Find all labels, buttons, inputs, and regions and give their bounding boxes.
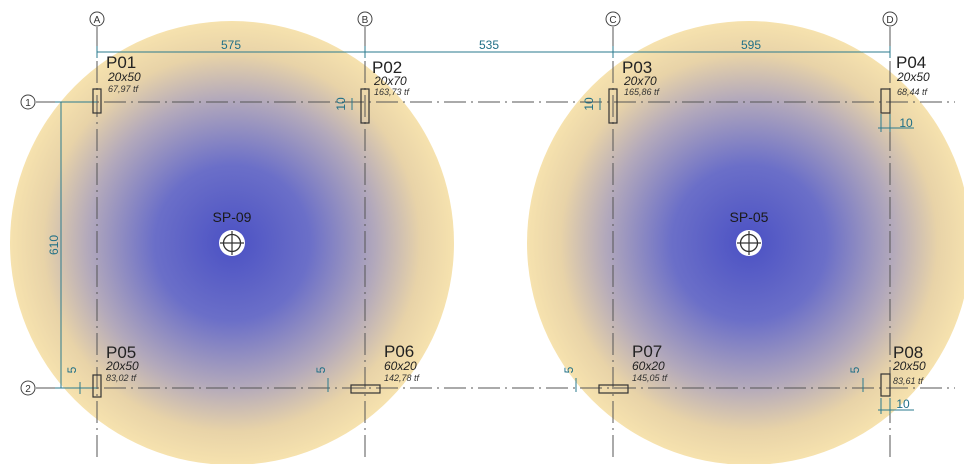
column-p01-load: 67,97 tf — [108, 84, 140, 94]
axis-bubble-2: 2 — [20, 380, 36, 396]
axis-label-a: A — [94, 15, 101, 26]
column-p06[interactable]: P06 60x20 142,78 tf — [384, 342, 421, 383]
axis-label-b: B — [362, 15, 369, 26]
offset-p07: 5 — [562, 366, 577, 392]
offset-p04-value: 10 — [899, 116, 913, 130]
column-p01-name: P01 — [106, 53, 136, 72]
axis-bubble-1: 1 — [20, 94, 36, 110]
column-p07[interactable]: P07 60x20 145,05 tf — [632, 342, 669, 383]
span-1-2: 610 — [47, 235, 61, 255]
column-p04-name: P04 — [896, 53, 926, 72]
axis-label-c: C — [609, 15, 616, 26]
offset-p07-value: 5 — [562, 366, 576, 373]
axis-bubble-a: A — [89, 11, 105, 27]
span-b-c: 535 — [479, 38, 499, 52]
span-a-b: 575 — [221, 38, 241, 52]
crosshair-icon — [219, 230, 245, 256]
column-p03-load: 165,86 tf — [624, 87, 661, 97]
offset-p02-value: 10 — [334, 97, 348, 111]
column-p01[interactable]: P01 20x50 67,97 tf — [106, 53, 141, 94]
offset-p05-value: 5 — [65, 366, 79, 373]
column-p06-load: 142,78 tf — [384, 373, 421, 383]
column-p07-name: P07 — [632, 342, 662, 361]
column-p08-shape — [880, 373, 891, 397]
vertical-dimension: 610 — [47, 101, 97, 389]
column-p08-load: 83,61 tf — [893, 376, 925, 386]
crosshair-icon — [736, 230, 762, 256]
column-p03[interactable]: P03 20x70 165,86 tf — [622, 58, 661, 97]
column-p05-size: 20x50 — [105, 359, 139, 373]
column-p05-shape — [92, 374, 102, 398]
axis-label-2: 2 — [25, 384, 31, 395]
column-p03-name: P03 — [622, 58, 652, 77]
column-p05-load: 83,02 tf — [106, 373, 138, 383]
column-p06-size: 60x20 — [384, 359, 417, 373]
offset-p02: 10 — [334, 97, 353, 111]
column-p07-size: 60x20 — [632, 359, 665, 373]
sounding-sp09[interactable]: SP-09 — [213, 209, 252, 256]
column-p01-shape — [92, 88, 102, 114]
sounding-sp05-label: SP-05 — [730, 209, 769, 225]
column-p08-name: P08 — [893, 343, 923, 362]
column-p03-size: 20x70 — [623, 74, 657, 88]
column-p02[interactable]: P02 20x70 163,73 tf — [372, 58, 411, 97]
column-p08[interactable]: P08 20x50 83,61 tf — [892, 343, 926, 386]
axis-bubble-c: C — [605, 11, 621, 27]
sounding-sp09-label: SP-09 — [213, 209, 252, 225]
column-p03-shape — [608, 88, 618, 124]
offset-p06-value: 5 — [314, 366, 328, 373]
offset-p04: 10 — [878, 114, 914, 132]
column-p06-name: P06 — [384, 342, 414, 361]
column-p02-shape — [360, 88, 370, 124]
offset-p08-horizontal-value: 10 — [896, 397, 910, 411]
span-c-d: 595 — [741, 38, 761, 52]
offset-p08-vertical-value: 5 — [848, 366, 862, 373]
offset-p03: 10 — [582, 97, 601, 111]
sounding-sp05[interactable]: SP-05 — [730, 209, 769, 256]
column-p01-size: 20x50 — [107, 70, 141, 84]
offset-p03-value: 10 — [582, 97, 596, 111]
column-p02-name: P02 — [372, 58, 402, 77]
offset-p08: 5 10 — [848, 366, 914, 414]
column-p02-load: 163,73 tf — [374, 87, 411, 97]
column-p07-shape — [598, 384, 629, 394]
column-p02-size: 20x70 — [373, 74, 407, 88]
column-p07-load: 145,05 tf — [632, 373, 669, 383]
column-p08-size: 20x50 — [892, 359, 926, 373]
axis-bubble-d: D — [882, 11, 898, 27]
axis-label-1: 1 — [25, 98, 31, 109]
column-p04-load: 68,44 tf — [897, 87, 929, 97]
column-p04-shape — [880, 88, 891, 114]
column-p05-name: P05 — [106, 343, 136, 362]
offset-p05: 5 — [65, 366, 81, 394]
axis-bubble-b: B — [357, 11, 373, 27]
column-p04-size: 20x50 — [896, 70, 930, 84]
offset-p06: 5 — [314, 366, 329, 392]
span-dimension-chain: 575 535 595 — [96, 38, 891, 58]
column-p05[interactable]: P05 20x50 83,02 tf — [105, 343, 139, 383]
axis-label-d: D — [886, 15, 893, 26]
column-p06-shape — [350, 384, 381, 394]
column-p04[interactable]: P04 20x50 68,44 tf — [896, 53, 930, 97]
